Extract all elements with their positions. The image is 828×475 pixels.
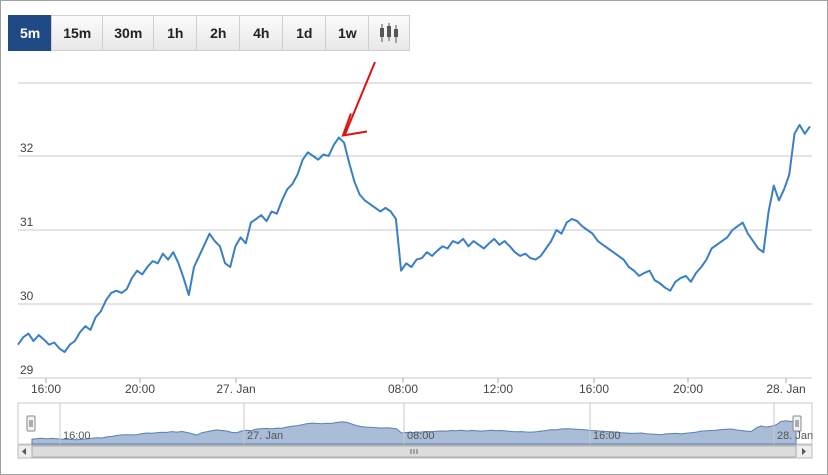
x-tick-label: 16:00 xyxy=(31,382,61,396)
navigator-tick-label: 28. Jan xyxy=(777,430,813,442)
timeframe-button-2h[interactable]: 2h xyxy=(196,15,241,51)
x-tick-label: 27. Jan xyxy=(216,382,255,396)
scroll-left-arrow[interactable] xyxy=(22,448,26,455)
chart-style-button[interactable] xyxy=(368,15,411,51)
navigator-handle[interactable] xyxy=(26,415,36,432)
x-tick-label: 12:00 xyxy=(483,382,513,396)
navigator-tick-label: 16:00 xyxy=(63,430,91,442)
x-tick-label: 20:00 xyxy=(125,382,155,396)
grid-lines xyxy=(18,82,812,379)
timeframe-button-1w[interactable]: 1w xyxy=(325,15,370,51)
navigator[interactable]: 16:00 27. Jan 08:00 16:00 28. Jan xyxy=(17,402,813,459)
y-axis-ticks: 29 30 31 32 xyxy=(20,141,34,377)
navigator-area xyxy=(31,420,797,445)
x-tick-label: 16:00 xyxy=(579,382,609,396)
navigator-tick-label: 27. Jan xyxy=(247,430,283,442)
timeframe-button-1h[interactable]: 1h xyxy=(153,15,198,51)
scroll-right-arrow[interactable] xyxy=(802,448,806,455)
navigator-tick-label: 08:00 xyxy=(407,430,435,442)
candlestick-icon xyxy=(380,23,399,43)
navigator-handle[interactable] xyxy=(792,415,802,432)
timeframe-button-1d[interactable]: 1d xyxy=(282,15,327,51)
timeframe-button-5m[interactable]: 5m xyxy=(8,15,53,51)
timeframe-toolbar: 5m 15m 30m 1h 2h 4h 1d 1w xyxy=(8,15,411,51)
series-layer xyxy=(17,123,811,354)
arrow-head xyxy=(341,113,368,137)
y-tick-label: 30 xyxy=(20,289,34,303)
x-tick-label: 28. Jan xyxy=(766,382,805,396)
x-axis-ticks: 16:00 20:00 27. Jan 08:00 12:00 16:00 20:00 28.… xyxy=(31,378,806,396)
timeframe-button-30m[interactable]: 30m xyxy=(102,15,155,51)
price-series-line xyxy=(17,123,811,354)
arrow-shaft xyxy=(344,61,376,135)
y-tick-label: 31 xyxy=(20,215,34,229)
navigator-tick-label: 16:00 xyxy=(593,430,621,442)
y-tick-label: 32 xyxy=(20,141,34,155)
y-tick-label: 29 xyxy=(20,363,34,377)
annotation-layer xyxy=(341,61,376,137)
x-tick-label: 20:00 xyxy=(673,382,703,396)
x-tick-label: 08:00 xyxy=(388,382,418,396)
